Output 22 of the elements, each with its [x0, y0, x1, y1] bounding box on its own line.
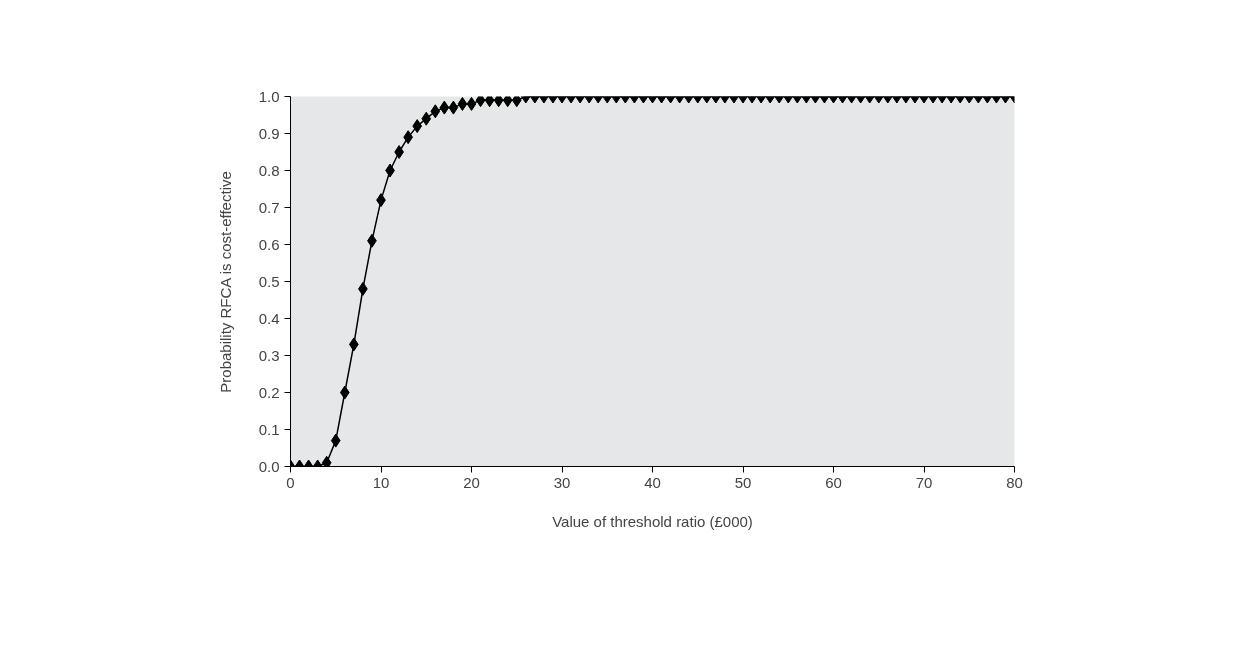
x-tick-label: 20: [463, 473, 480, 491]
y-tick-label: 0.2: [258, 383, 280, 401]
x-axis-title: Value of threshold ratio (£000): [552, 512, 753, 530]
x-tick-label: 40: [644, 473, 661, 491]
x-tick-label: 60: [825, 473, 842, 491]
x-tick-label: 80: [1006, 473, 1023, 491]
y-tick-label: 0.4: [258, 309, 280, 327]
y-tick-label: 0.8: [258, 161, 280, 179]
y-tick-label: 0.3: [258, 346, 280, 364]
y-tick-label: 0.6: [258, 235, 280, 253]
x-tick-label: 30: [553, 473, 571, 491]
y-axis-title: Probability RFCA is cost-effective: [216, 171, 234, 393]
x-tick-label: 50: [734, 473, 752, 491]
y-tick-label: 0.5: [258, 272, 280, 290]
y-tick-label: 1.0: [258, 87, 280, 105]
y-tick-label: 0.0: [258, 457, 280, 475]
x-tick-label: 70: [915, 473, 933, 491]
y-tick-label: 0.1: [258, 420, 280, 438]
x-tick-label: 0: [286, 473, 295, 491]
x-tick-label: 10: [372, 473, 390, 491]
y-tick-label: 0.9: [258, 124, 280, 142]
y-tick-label: 0.7: [258, 198, 280, 216]
